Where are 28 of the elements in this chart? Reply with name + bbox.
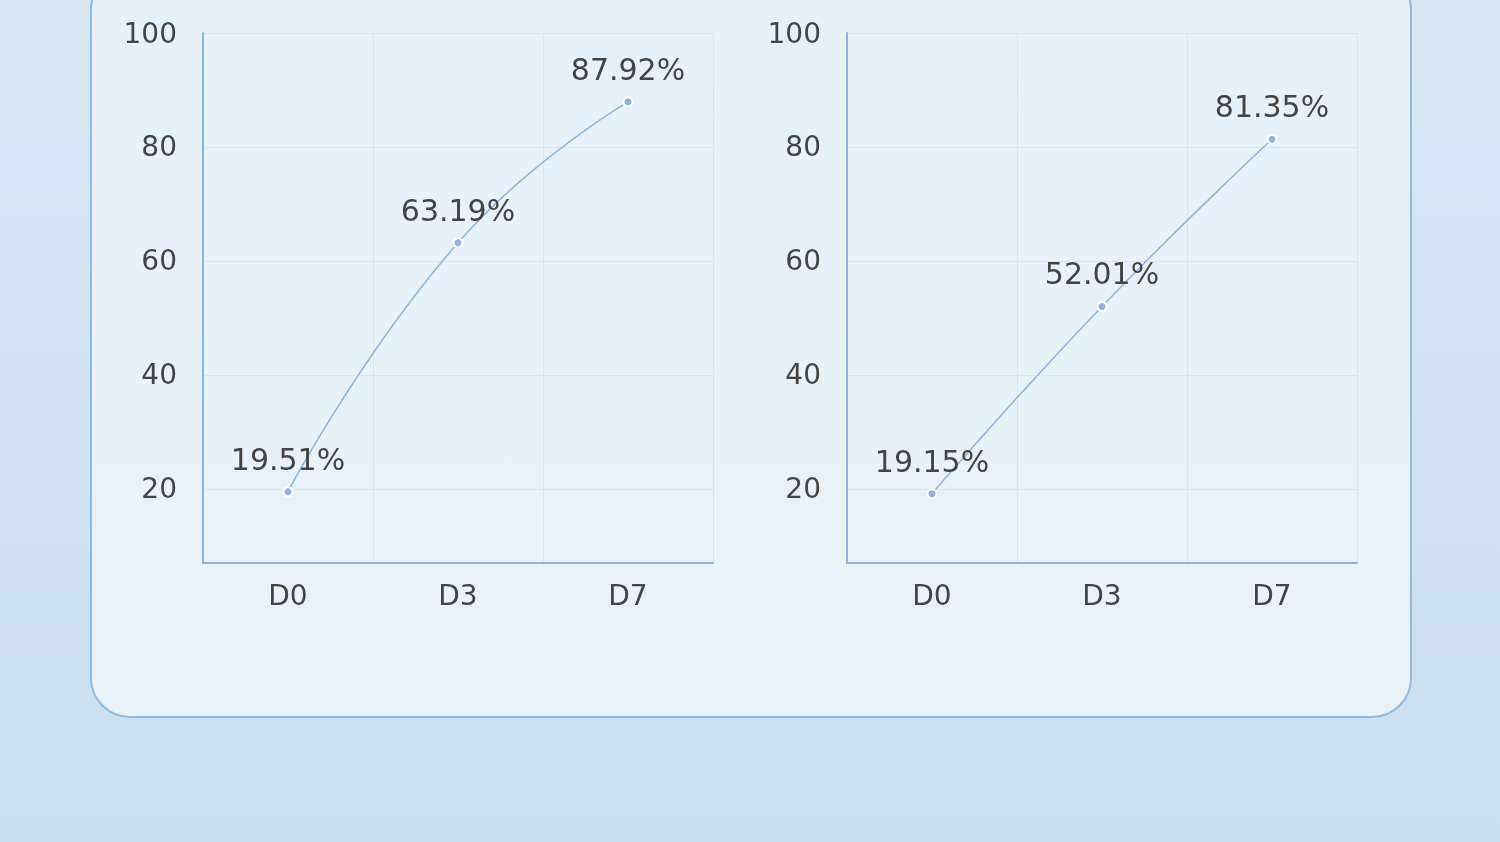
y-tick-label: 60: [141, 244, 177, 278]
point: [926, 488, 938, 500]
y-tick-label: 100: [767, 16, 821, 50]
y-tick-label: 100: [123, 16, 177, 50]
text: 63.19%: [400, 192, 516, 228]
text: 81.35%: [1214, 89, 1330, 125]
text: 87.92%: [570, 51, 686, 87]
text: 52.01%: [1044, 256, 1160, 292]
point: [1266, 133, 1278, 145]
x-tick-label: D3: [1082, 578, 1122, 612]
y-tick-label: 20: [141, 472, 177, 506]
x-tick-label: D7: [608, 578, 648, 612]
point: [1096, 300, 1108, 312]
point: [452, 237, 464, 249]
text: 19.51%: [230, 441, 346, 477]
point: [622, 96, 634, 108]
x-tick-label: D7: [1252, 578, 1292, 612]
x-tick-label: D3: [438, 578, 478, 612]
x-tick-label: D0: [912, 578, 952, 612]
text: 19.15%: [874, 443, 990, 479]
y-tick-label: 80: [141, 130, 177, 164]
y-tick-label: 40: [785, 358, 821, 392]
y-tick-label: 80: [785, 130, 821, 164]
y-tick-label: 20: [785, 472, 821, 506]
y-tick-label: 60: [785, 244, 821, 278]
y-tick-label: 40: [141, 358, 177, 392]
x-tick-label: D0: [268, 578, 308, 612]
point: [282, 486, 294, 498]
